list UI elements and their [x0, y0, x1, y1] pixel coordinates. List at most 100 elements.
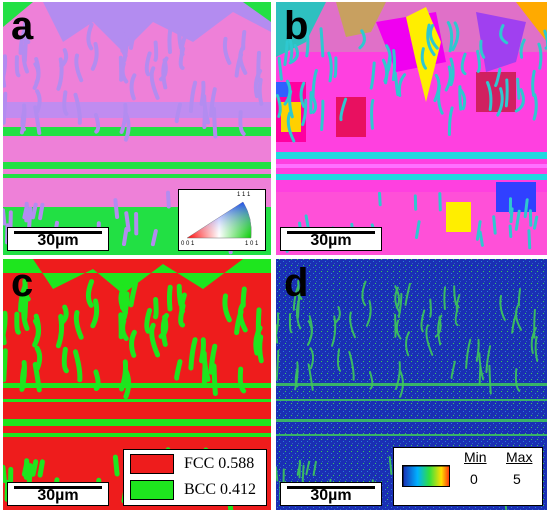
panel-a-band [3, 102, 271, 118]
lamella-stroke [393, 71, 400, 97]
scale-bar-text: 30µm [310, 487, 352, 504]
lamella-stroke [534, 335, 539, 362]
panel-c-phase-map: c 30µm FCC 0.588 BCC 0.412 [3, 259, 271, 510]
lamella-stroke [112, 454, 120, 477]
lamella-stroke [385, 44, 392, 72]
lamella-stroke [361, 280, 367, 307]
lamella-stroke [129, 24, 138, 50]
lamella-stroke [14, 311, 21, 335]
lamella-stroke [73, 310, 84, 340]
lamella-stroke [523, 198, 529, 219]
lamella-stroke [304, 214, 310, 229]
lamella-stroke [312, 460, 317, 477]
scale-bar-text: 30µm [310, 232, 352, 249]
lamella-stroke [543, 29, 547, 50]
lamella-stroke [425, 324, 434, 356]
lamella-stroke [391, 49, 397, 82]
lamella-stroke [444, 65, 452, 92]
lamella-stroke [533, 308, 536, 339]
bcc-label: BCC 0.412 [184, 481, 257, 498]
lamella-stroke [144, 307, 153, 334]
lamella-stroke [428, 23, 439, 50]
lamella-stroke [450, 360, 456, 380]
lamella-stroke [530, 326, 537, 355]
lamella-stroke [257, 77, 264, 106]
lamella-stroke [85, 279, 95, 308]
lamella-stroke [465, 338, 472, 369]
fcc-swatch [130, 454, 174, 474]
panel-a-lamellae [3, 22, 264, 255]
lamella-stroke [188, 337, 198, 371]
lamella-stroke [86, 22, 94, 51]
lamella-stroke [294, 361, 299, 391]
lamella-stroke [199, 80, 206, 106]
lamella-stroke [348, 350, 355, 381]
panel-a-green-grain [3, 2, 33, 27]
lamella-stroke [307, 363, 314, 391]
lamella-stroke [121, 291, 130, 320]
lamella-stroke [188, 80, 198, 113]
kam-color-bar [402, 465, 450, 487]
scale-bar-line [287, 486, 375, 489]
lamella-stroke [533, 215, 539, 230]
lamella-stroke [35, 89, 42, 114]
lamella-stroke [62, 90, 69, 116]
lamella-stroke [129, 73, 137, 101]
lamella-stroke [397, 73, 407, 97]
lamella-stroke [455, 294, 461, 313]
lamella-stroke [55, 313, 65, 349]
lamella-stroke [404, 282, 411, 306]
lamella-stroke [486, 81, 493, 111]
lamella-stroke [460, 52, 467, 76]
kam-max-value: 5 [513, 471, 521, 487]
lamella-stroke [295, 298, 302, 330]
lamella-stroke [276, 466, 279, 482]
lamella-stroke [18, 283, 28, 313]
scale-bar-line [14, 231, 102, 234]
ipf-color-key: 1 1 1 0 0 1 1 0 1 [178, 189, 266, 251]
lamella-stroke [519, 38, 526, 59]
lamella-stroke [113, 198, 120, 219]
scale-bar-line [14, 486, 102, 489]
lamella-stroke [494, 67, 502, 88]
lamella-stroke [20, 108, 27, 132]
lamella-stroke [19, 364, 27, 389]
lamella-stroke [415, 220, 421, 239]
lamella-stroke [33, 313, 42, 342]
kam-legend: Min Max 0 5 [393, 447, 543, 506]
lamella-stroke [336, 348, 342, 372]
panel-d-kam-map: d 30µm Min Max 0 5 [276, 259, 547, 510]
lamella-stroke [150, 229, 158, 247]
lamella-stroke [253, 325, 263, 356]
lamella-stroke [299, 81, 306, 108]
lamella-stroke [485, 345, 492, 374]
lamella-stroke [144, 51, 152, 77]
lamella-stroke [174, 359, 183, 381]
lamella-stroke [365, 300, 372, 327]
lamella-stroke [276, 349, 280, 381]
lamella-stroke [21, 40, 29, 74]
panel-d-scale-bar: 30µm [280, 482, 382, 506]
lamella-stroke [31, 202, 38, 220]
lamella-stroke [38, 202, 45, 221]
lamella-stroke [61, 346, 69, 374]
lamella-stroke [310, 94, 318, 114]
lamella-stroke [511, 310, 518, 334]
lamella-stroke [208, 343, 218, 375]
lamella-stroke [478, 365, 482, 385]
scale-bar-text: 30µm [37, 487, 79, 504]
lamella-stroke [21, 460, 30, 477]
lamella-stroke [305, 27, 310, 58]
lamella-stroke [149, 322, 161, 358]
lamella-stroke [18, 26, 28, 55]
lamella-stroke [74, 53, 84, 83]
lamella-stroke [277, 56, 283, 81]
lamella-stroke [514, 368, 521, 392]
lamella-stroke [320, 99, 325, 131]
lamella-stroke [476, 49, 481, 73]
lamella-stroke [305, 460, 311, 476]
lamella-stroke [531, 69, 536, 97]
panel-a-scale-bar: 30µm [7, 227, 109, 251]
lamella-stroke [166, 284, 173, 312]
lamella-stroke [451, 21, 460, 51]
